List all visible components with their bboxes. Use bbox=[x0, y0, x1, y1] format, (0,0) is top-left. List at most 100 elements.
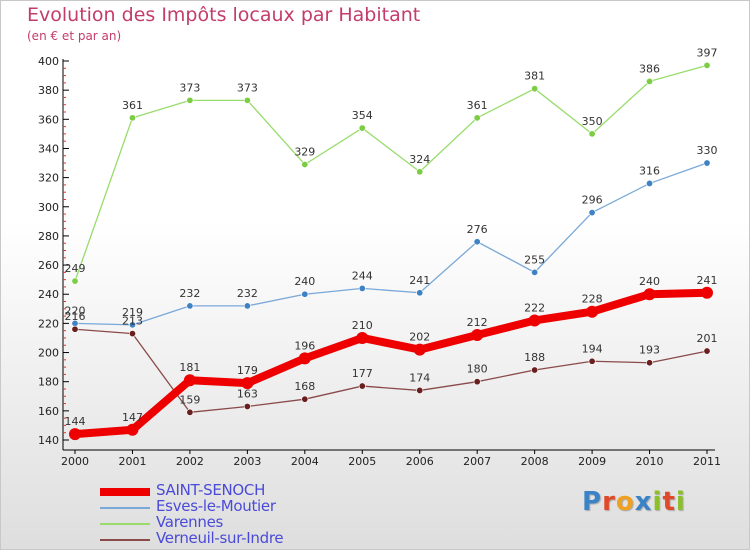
chart-subtitle: (en € et par an) bbox=[27, 29, 122, 43]
data-label: 210 bbox=[352, 319, 373, 332]
data-point bbox=[588, 130, 596, 138]
legend-swatch bbox=[100, 507, 150, 509]
data-label: 232 bbox=[179, 287, 200, 300]
y-tick-label: 300 bbox=[38, 201, 59, 214]
data-point bbox=[588, 209, 596, 217]
data-label: 174 bbox=[409, 371, 430, 384]
y-tick-label: 400 bbox=[38, 55, 59, 68]
data-point bbox=[356, 331, 369, 344]
data-point bbox=[588, 357, 596, 365]
data-label: 228 bbox=[582, 293, 603, 306]
y-tick-label: 380 bbox=[38, 84, 59, 97]
data-label: 194 bbox=[582, 342, 603, 355]
legend-label: Varennes bbox=[156, 513, 224, 531]
data-label: 147 bbox=[122, 411, 143, 424]
data-label: 181 bbox=[179, 361, 200, 374]
data-point bbox=[241, 377, 254, 390]
data-point bbox=[243, 302, 251, 310]
x-tick-label: 2000 bbox=[61, 455, 89, 468]
x-tick-label: 2006 bbox=[406, 455, 434, 468]
data-label: 354 bbox=[352, 109, 373, 122]
data-label: 188 bbox=[524, 351, 545, 364]
data-point bbox=[471, 329, 484, 342]
series-line bbox=[74, 162, 708, 326]
data-label: 213 bbox=[122, 315, 143, 328]
data-point bbox=[531, 85, 539, 93]
data-label: 330 bbox=[697, 144, 718, 157]
data-label: 386 bbox=[639, 62, 660, 75]
logo-letter: P bbox=[582, 487, 603, 517]
y-tick-label: 280 bbox=[38, 230, 59, 243]
logo-letter: x bbox=[634, 487, 653, 517]
legend-swatch bbox=[100, 523, 150, 525]
data-point bbox=[183, 374, 196, 387]
y-tick-label: 200 bbox=[38, 347, 59, 360]
data-point bbox=[186, 302, 194, 310]
data-point bbox=[473, 114, 481, 122]
y-tick-label: 360 bbox=[38, 113, 59, 126]
data-label: 241 bbox=[409, 274, 430, 287]
data-label: 212 bbox=[467, 316, 488, 329]
data-point bbox=[586, 305, 599, 318]
data-point bbox=[646, 77, 654, 85]
data-point bbox=[358, 284, 366, 292]
y-tick-label: 340 bbox=[38, 142, 59, 155]
data-label: 202 bbox=[409, 331, 430, 344]
data-point bbox=[358, 382, 366, 390]
data-label: 177 bbox=[352, 367, 373, 380]
data-point bbox=[473, 238, 481, 246]
data-label: 216 bbox=[65, 310, 86, 323]
data-point bbox=[69, 428, 81, 441]
x-tick-label: 2011 bbox=[693, 455, 721, 468]
data-label: 373 bbox=[179, 81, 200, 94]
data-label: 196 bbox=[294, 339, 315, 352]
data-point bbox=[473, 378, 481, 386]
data-label: 232 bbox=[237, 287, 258, 300]
data-label: 249 bbox=[65, 262, 86, 275]
legend-swatch bbox=[100, 539, 150, 541]
data-point bbox=[416, 289, 424, 297]
data-point bbox=[301, 160, 309, 168]
data-point bbox=[703, 347, 711, 355]
x-tick-label: 2002 bbox=[176, 455, 204, 468]
data-label: 350 bbox=[582, 115, 603, 128]
legend-label: Esves-le-Moutier bbox=[156, 497, 276, 515]
x-tick-label: 2007 bbox=[463, 455, 491, 468]
y-tick-label: 140 bbox=[38, 434, 59, 447]
data-point bbox=[186, 408, 194, 416]
series-line bbox=[74, 64, 708, 282]
data-point bbox=[243, 96, 251, 104]
y-tick-label: 180 bbox=[38, 376, 59, 389]
data-label: 241 bbox=[697, 274, 718, 287]
data-label: 316 bbox=[639, 164, 660, 177]
legend-label: SAINT-SENOCH bbox=[156, 481, 266, 499]
data-point bbox=[126, 423, 139, 436]
data-point bbox=[416, 168, 424, 176]
data-label: 361 bbox=[122, 99, 143, 112]
x-tick-label: 2005 bbox=[348, 455, 376, 468]
data-point bbox=[413, 343, 426, 356]
data-point bbox=[358, 124, 366, 132]
data-label: 373 bbox=[237, 81, 258, 94]
data-label: 329 bbox=[294, 145, 315, 158]
y-tick-label: 260 bbox=[38, 259, 59, 272]
chart-title: Evolution des Impôts locaux par Habitant bbox=[27, 4, 421, 26]
x-tick-label: 2008 bbox=[521, 455, 549, 468]
data-point bbox=[298, 352, 311, 365]
data-label: 296 bbox=[582, 194, 603, 207]
data-point bbox=[128, 114, 136, 122]
data-point bbox=[186, 96, 194, 104]
data-point bbox=[71, 325, 79, 333]
data-label: 255 bbox=[524, 253, 545, 266]
data-label: 201 bbox=[697, 332, 718, 345]
data-point bbox=[643, 288, 656, 301]
logo-letter: i bbox=[675, 487, 686, 517]
data-label: 180 bbox=[467, 363, 488, 376]
data-point bbox=[128, 321, 136, 329]
data-label: 361 bbox=[467, 99, 488, 112]
data-point bbox=[301, 395, 309, 403]
data-label: 163 bbox=[237, 387, 258, 400]
x-tick-label: 2004 bbox=[291, 455, 319, 468]
legend-swatch bbox=[100, 488, 150, 496]
